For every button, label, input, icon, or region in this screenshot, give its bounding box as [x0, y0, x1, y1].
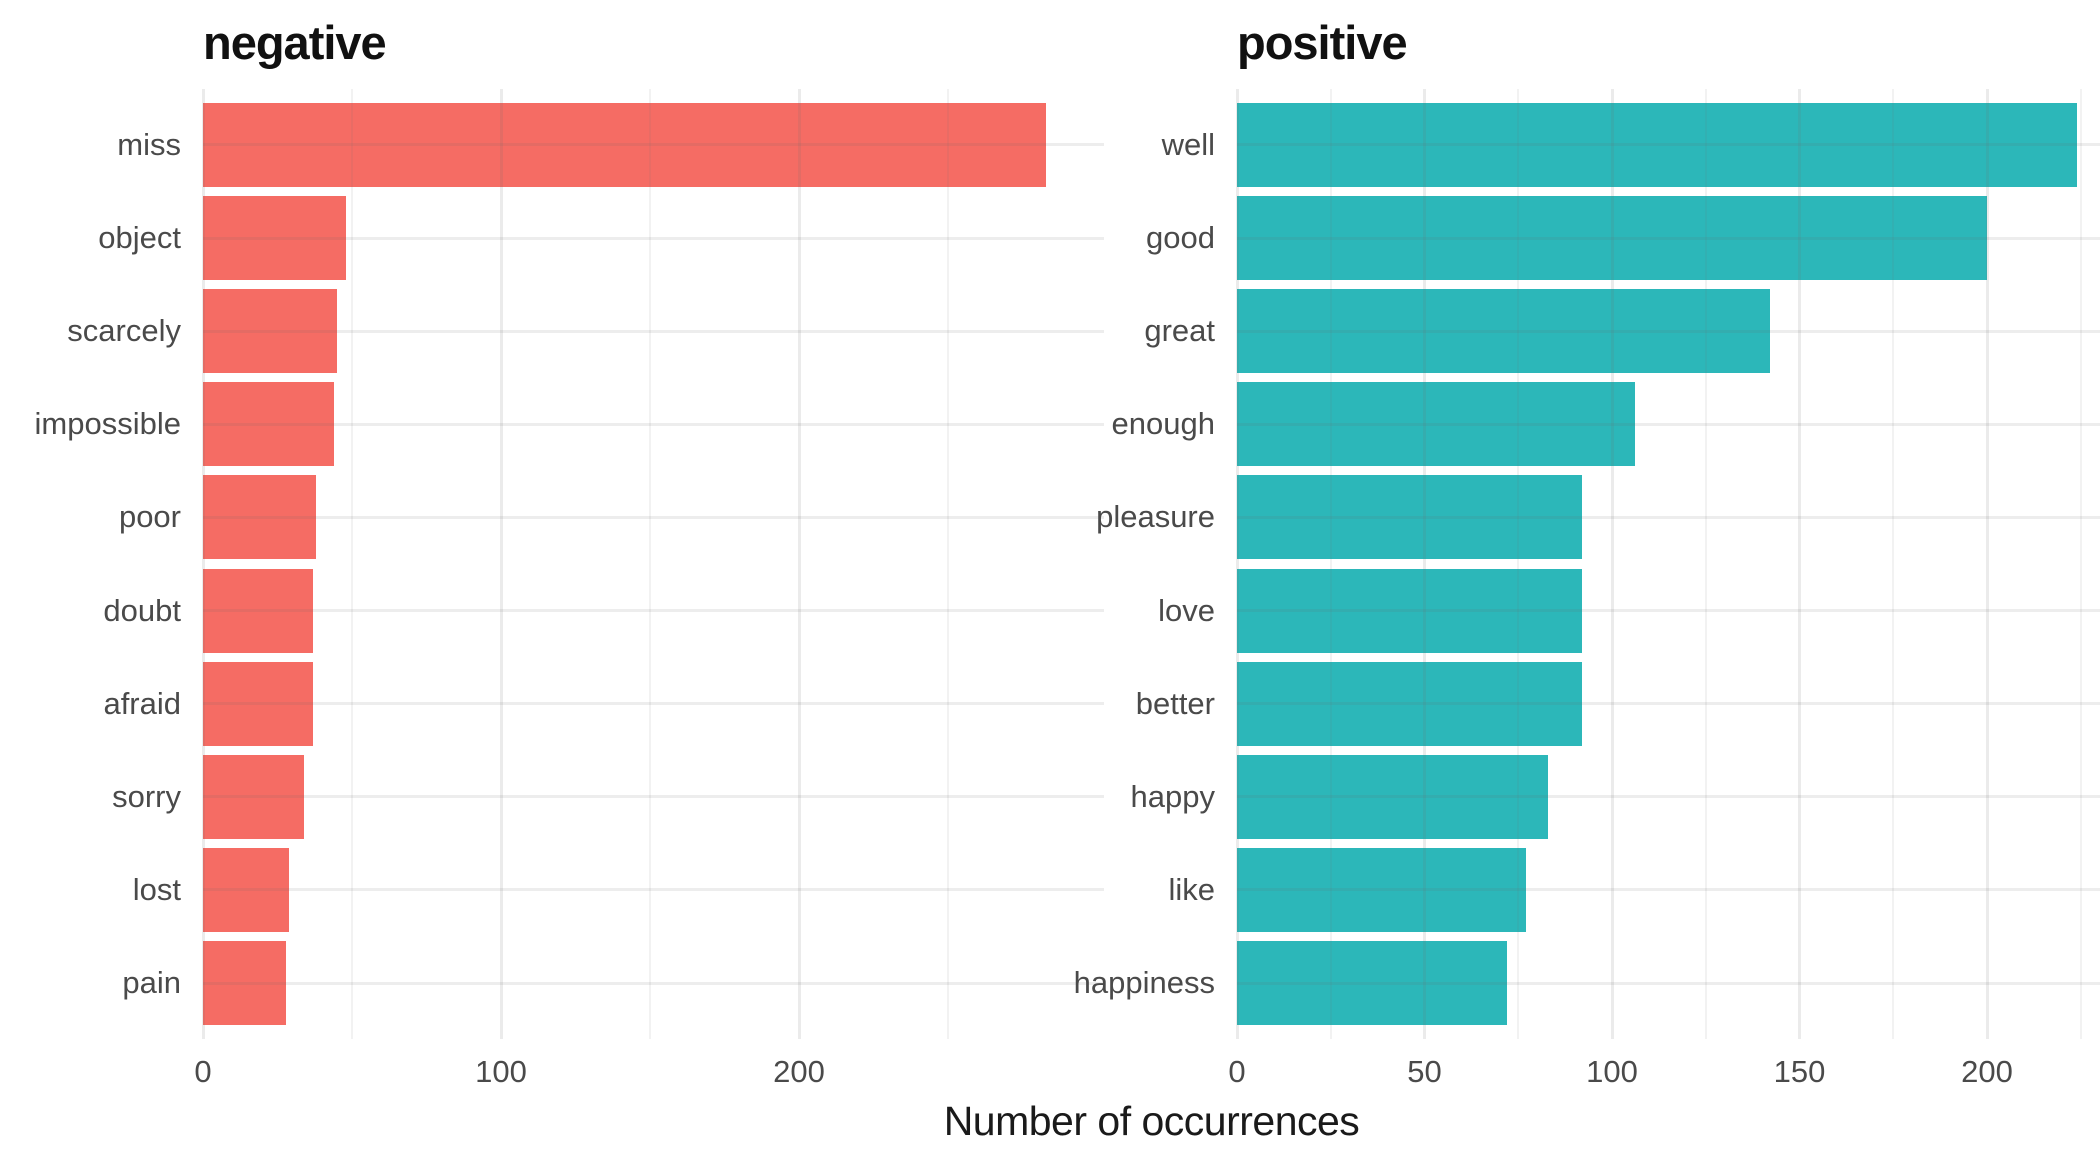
y-axis-label-afraid: afraid: [103, 685, 181, 721]
x-axis-title: Number of occurrences: [943, 1098, 1360, 1144]
gridline-vertical-major: [499, 89, 503, 1039]
y-axis-label-doubt: doubt: [103, 592, 181, 628]
gridline-vertical-minor: [1704, 89, 1707, 1039]
facet-strip-label-negative: negative: [203, 16, 387, 69]
bar-good: [1237, 196, 1987, 281]
bar-afraid: [203, 661, 314, 746]
bar-well: [1237, 102, 2077, 187]
bar-happy: [1237, 754, 1549, 839]
y-axis-label-love: love: [1158, 592, 1215, 628]
gridline-horizontal: [203, 795, 1104, 799]
x-tick-label-positive-100: 100: [1586, 1054, 1638, 1089]
bar-object: [203, 196, 347, 281]
y-axis-label-pleasure: pleasure: [1096, 499, 1215, 535]
gridline-horizontal: [203, 329, 1104, 333]
x-tick-label-negative-0: 0: [194, 1054, 212, 1089]
gridline-horizontal: [1237, 236, 2100, 240]
gridline-vertical-minor: [947, 89, 949, 1039]
y-axis-label-poor: poor: [118, 499, 181, 535]
gridline-horizontal: [1237, 981, 2100, 985]
gridline-horizontal: [1237, 888, 2100, 892]
bar-like: [1237, 847, 1526, 932]
y-axis-label-enough: enough: [1111, 406, 1215, 442]
gridline-horizontal: [203, 981, 1104, 985]
bar-pleasure: [1237, 475, 1582, 560]
bar-scarcely: [203, 289, 338, 374]
gridline-horizontal: [203, 422, 1104, 426]
bar-impossible: [203, 382, 335, 467]
bar-miss: [203, 102, 1047, 187]
facet-strip-label-positive: positive: [1237, 16, 1408, 69]
y-axis-label-sorry: sorry: [112, 778, 181, 814]
y-axis-label-well: well: [1161, 126, 1215, 162]
y-axis-label-great: great: [1144, 313, 1215, 349]
x-tick-label-negative-100: 100: [475, 1054, 527, 1089]
bar-enough: [1237, 382, 1635, 467]
y-axis-label-like: like: [1168, 871, 1215, 907]
gridline-vertical-minor: [351, 89, 353, 1039]
gridline-horizontal: [1237, 795, 2100, 799]
y-axis-label-good: good: [1146, 220, 1215, 256]
bar-pain: [203, 941, 287, 1026]
gridline-vertical-major: [1985, 89, 1989, 1039]
gridline-horizontal: [1237, 143, 2100, 147]
x-tick-label-positive-150: 150: [1773, 1054, 1826, 1089]
bar-great: [1237, 289, 1770, 374]
bar-sorry: [203, 754, 305, 839]
gridline-vertical-minor: [1517, 89, 1520, 1039]
gridline-horizontal: [203, 702, 1104, 706]
gridline-vertical-minor: [2079, 89, 2082, 1039]
bar-better: [1237, 661, 1582, 746]
bar-happiness: [1237, 941, 1507, 1026]
y-axis-label-pain: pain: [122, 965, 181, 1001]
gridline-vertical-minor: [1892, 89, 1895, 1039]
bar-doubt: [203, 568, 314, 653]
y-axis-label-miss: miss: [117, 126, 181, 162]
bar-love: [1237, 568, 1582, 653]
gridline-vertical-major: [1423, 89, 1426, 1039]
gridline-horizontal: [203, 888, 1104, 892]
y-axis-label-better: better: [1135, 685, 1215, 721]
gridline-vertical-major: [1610, 89, 1614, 1039]
gridline-vertical-minor: [1329, 89, 1332, 1039]
bar-poor: [203, 475, 317, 560]
gridline-horizontal: [203, 609, 1104, 613]
gridline-horizontal: [203, 143, 1104, 147]
gridline-vertical-major: [201, 89, 205, 1039]
plot-panel-positive: [1235, 89, 2100, 1039]
x-tick-label-positive-50: 50: [1407, 1054, 1442, 1089]
y-axis-label-happiness: happiness: [1073, 965, 1215, 1001]
gridline-horizontal: [1237, 329, 2100, 333]
gridline-horizontal: [1237, 702, 2100, 706]
y-axis-label-object: object: [98, 220, 181, 256]
gridline-horizontal: [1237, 515, 2100, 519]
x-tick-label-negative-200: 200: [773, 1054, 825, 1089]
gridline-vertical-major: [1235, 89, 1239, 1039]
bar-lost: [203, 847, 290, 932]
gridline-vertical-major: [1798, 89, 1801, 1039]
gridline-horizontal: [1237, 422, 2100, 426]
gridline-horizontal: [203, 236, 1104, 240]
y-axis-label-scarcely: scarcely: [67, 313, 181, 349]
y-axis-label-impossible: impossible: [34, 406, 181, 442]
gridline-horizontal: [1237, 609, 2100, 613]
x-tick-label-positive-0: 0: [1228, 1054, 1246, 1089]
gridline-vertical-major: [797, 89, 801, 1039]
plot-panel-negative: [201, 89, 1104, 1039]
x-tick-label-positive-200: 200: [1961, 1054, 2013, 1089]
y-axis-label-lost: lost: [132, 871, 181, 907]
gridline-horizontal: [203, 515, 1104, 519]
gridline-vertical-minor: [649, 89, 651, 1039]
y-axis-label-happy: happy: [1130, 778, 1215, 814]
